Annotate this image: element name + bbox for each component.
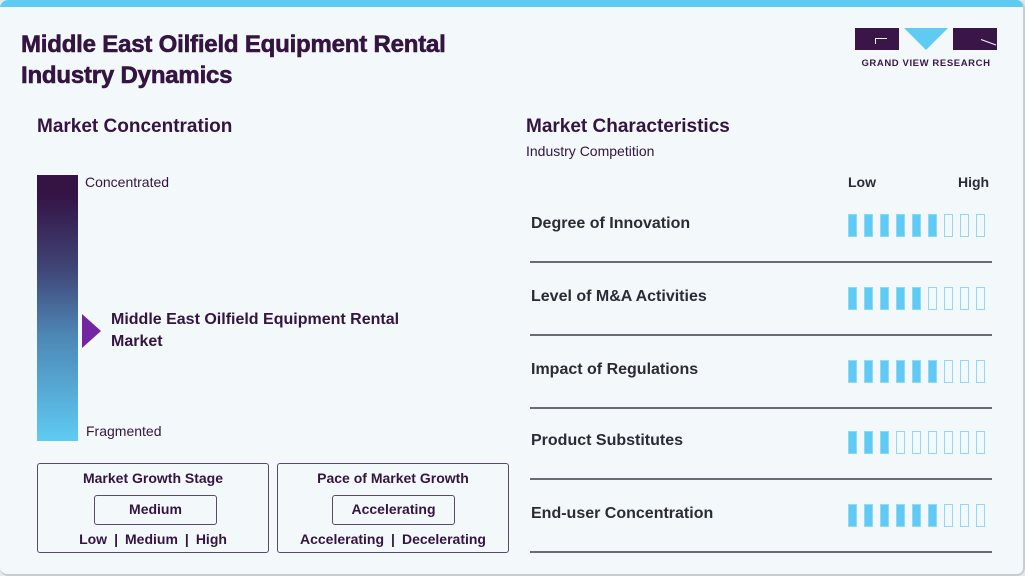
- grand-view-research-logo: GRAND VIEW RESEARCH: [855, 28, 997, 70]
- characteristic-label: Level of M&A Activities: [531, 288, 707, 305]
- level-segment-filled: [896, 504, 905, 527]
- row-divider: [530, 478, 992, 480]
- growth-stage-options: Low | Medium | High: [79, 531, 227, 547]
- level-segment-filled: [880, 431, 889, 454]
- level-segment-filled: [896, 360, 905, 383]
- scale-high-label: High: [958, 174, 990, 190]
- level-segment-empty: [896, 431, 905, 454]
- level-segment-filled: [880, 287, 889, 310]
- option-accelerating: Accelerating: [299, 531, 385, 547]
- level-segment-filled: [864, 431, 873, 454]
- row-divider: [530, 407, 992, 409]
- level-segment-empty: [944, 504, 953, 527]
- level-segment-filled: [912, 287, 921, 310]
- logo-g-mark-icon: [855, 28, 899, 50]
- characteristic-label: End-user Concentration: [531, 505, 714, 522]
- level-segment-filled: [912, 214, 921, 237]
- option-medium: Medium: [125, 531, 178, 547]
- characteristic-row: Impact of Regulations: [530, 336, 992, 409]
- level-meter: [848, 431, 985, 454]
- market-growth-stage-box: Market Growth Stage Medium Low | Medium | Hi…: [37, 463, 269, 553]
- scale-low-label: Low: [848, 174, 876, 190]
- logo-v-mark-icon: [904, 28, 948, 50]
- level-segment-empty: [976, 431, 985, 454]
- fragmented-label: Fragmented: [86, 423, 162, 439]
- option-high: High: [195, 531, 227, 547]
- market-concentration-heading: Market Concentration: [37, 116, 233, 137]
- level-segment-filled: [848, 431, 857, 454]
- level-segment-filled: [864, 287, 873, 310]
- level-meter: [848, 504, 985, 527]
- level-segment-empty: [912, 431, 921, 454]
- level-segment-filled: [896, 287, 905, 310]
- level-segment-empty: [960, 431, 969, 454]
- level-segment-empty: [960, 214, 969, 237]
- growth-pace-title: Pace of Market Growth: [317, 470, 469, 486]
- level-segment-empty: [976, 360, 985, 383]
- level-segment-empty: [944, 360, 953, 383]
- characteristic-row: Product Substitutes: [530, 407, 992, 480]
- level-segment-filled: [864, 214, 873, 237]
- characteristic-row: Level of M&A Activities: [530, 263, 992, 336]
- option-decelerating: Decelerating: [401, 531, 486, 547]
- row-divider: [530, 334, 992, 336]
- level-meter: [848, 360, 985, 383]
- level-segment-empty: [944, 214, 953, 237]
- option-low: Low: [79, 531, 108, 547]
- level-segment-empty: [960, 504, 969, 527]
- level-segment-filled: [880, 360, 889, 383]
- level-segment-filled: [848, 287, 857, 310]
- level-segment-empty: [960, 360, 969, 383]
- level-meter: [848, 287, 985, 310]
- characteristic-label: Degree of Innovation: [531, 215, 691, 232]
- level-segment-filled: [928, 504, 937, 527]
- level-segment-filled: [864, 504, 873, 527]
- characteristic-label: Product Substitutes: [531, 432, 684, 449]
- level-segment-empty: [976, 504, 985, 527]
- level-segment-filled: [928, 360, 937, 383]
- accent-top-bar: [0, 0, 1023, 7]
- level-segment-filled: [880, 504, 889, 527]
- row-divider: [530, 551, 992, 553]
- industry-competition-subheading: Industry Competition: [526, 143, 655, 159]
- level-segment-empty: [928, 431, 937, 454]
- level-segment-filled: [912, 360, 921, 383]
- level-segment-empty: [976, 287, 985, 310]
- growth-stage-title: Market Growth Stage: [82, 470, 224, 486]
- level-segment-filled: [848, 360, 857, 383]
- level-segment-empty: [944, 431, 953, 454]
- concentration-gradient-bar: [37, 175, 78, 441]
- level-segment-filled: [896, 214, 905, 237]
- market-position-label: Middle East Oilfield Equipment Rental Ma…: [111, 311, 400, 350]
- characteristic-row: Degree of Innovation: [530, 190, 992, 263]
- level-meter: [848, 214, 985, 237]
- level-segment-filled: [912, 504, 921, 527]
- row-divider: [530, 261, 992, 263]
- level-segment-empty: [976, 214, 985, 237]
- page-title: Middle East Oilfield Equipment Rental In…: [21, 31, 446, 90]
- growth-pace-value: Accelerating: [332, 495, 455, 525]
- growth-stage-value: Medium: [94, 495, 217, 525]
- level-segment-filled: [928, 214, 937, 237]
- level-segment-empty: [960, 287, 969, 310]
- characteristic-row: End-user Concentration: [530, 480, 992, 553]
- logo-text: GRAND VIEW RESEARCH: [861, 58, 991, 69]
- pace-of-market-growth-box: Pace of Market Growth Accelerating Accel…: [277, 463, 509, 553]
- growth-pace-options: Accelerating | Decelerating: [299, 531, 486, 547]
- level-segment-filled: [880, 214, 889, 237]
- logo-r-mark-icon: [953, 28, 997, 50]
- concentrated-label: Concentrated: [85, 174, 170, 190]
- level-segment-filled: [864, 360, 873, 383]
- level-segment-filled: [848, 214, 857, 237]
- characteristic-label: Impact of Regulations: [531, 361, 699, 378]
- market-characteristics-heading: Market Characteristics: [526, 116, 730, 137]
- level-segment-filled: [848, 504, 857, 527]
- level-segment-empty: [928, 287, 937, 310]
- level-segment-empty: [944, 287, 953, 310]
- market-position-pointer-icon: [82, 314, 101, 348]
